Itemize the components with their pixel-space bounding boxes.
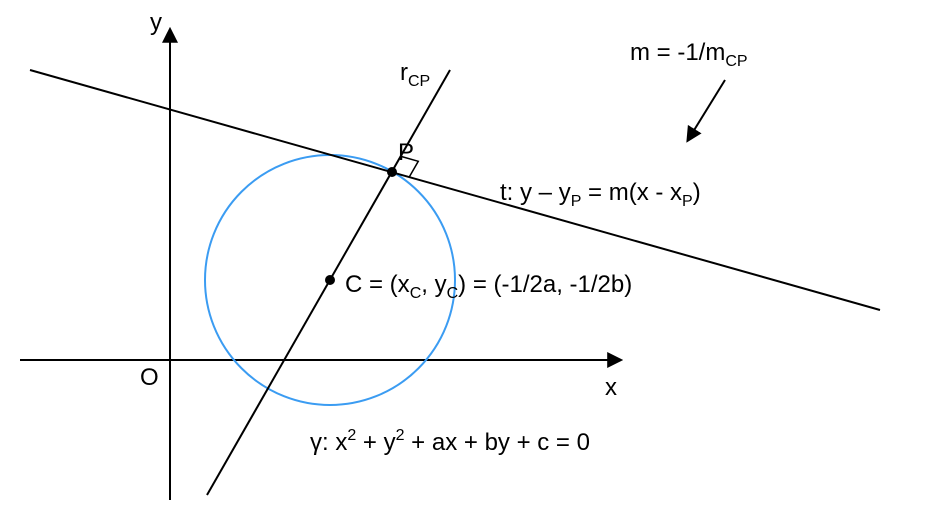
label-m-formula: m = -1/mCP [630,39,748,70]
point-p [387,167,397,177]
label-gamma-formula: γ: x2 + y2 + ax + by + c = 0 [310,427,590,456]
y-axis-label: y [150,9,162,36]
origin-label: O [140,364,159,391]
label-c-formula: C = (xC, yC) = (-1/2a, -1/2b) [345,271,632,302]
label-point-p: P [398,139,414,166]
label-t-formula: t: y – yP = m(x - xP) [500,179,701,210]
x-axis-label: x [605,374,617,401]
annotation-arrow [688,80,725,140]
point-c [325,275,335,285]
label-r-cp: rCP [400,59,430,90]
